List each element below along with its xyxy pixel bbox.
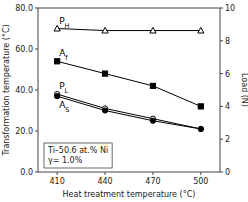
annotation-box — [44, 143, 112, 168]
point — [150, 83, 155, 88]
point — [198, 126, 203, 131]
annotation-text: γ= 1.0% — [48, 156, 83, 165]
y2-tick-label: 8 — [225, 37, 230, 46]
series-line — [57, 29, 201, 31]
x-tick — [200, 172, 201, 175]
annotation-text: Ti–50.6 at.% Ni — [47, 146, 108, 155]
point — [198, 27, 204, 33]
series-label-sub: H — [65, 22, 70, 30]
marks — [54, 25, 204, 131]
point — [150, 118, 155, 123]
series-labels: PH Af PL AS — [59, 16, 69, 115]
y-tick-label: 80.0 — [15, 4, 33, 13]
y-tick-label: 20.0 — [15, 127, 33, 136]
series-line — [57, 94, 201, 129]
point — [55, 59, 60, 64]
series-label: PH — [59, 16, 69, 30]
y2-tick-label: 6 — [225, 70, 230, 79]
x-tick — [57, 172, 58, 175]
x-axis-label: Heat treatment temperature (°C) — [63, 190, 196, 199]
annotation: Ti–50.6 at.% Niγ= 1.0% — [44, 143, 112, 168]
y-tick — [35, 131, 38, 132]
series-label: Af — [59, 48, 68, 62]
y-tick-label: 60.0 — [15, 45, 33, 54]
plot-frame — [38, 8, 220, 172]
x-tick-label: 500 — [193, 177, 208, 186]
point — [54, 25, 60, 31]
point — [102, 27, 108, 33]
y2-axis-label: Load (N) — [240, 73, 248, 107]
x-tick — [152, 172, 153, 175]
series-line — [57, 61, 201, 106]
chart: 410 440 470 500 0.0 20.0 40.0 60.0 80.0 0 2 4 6 8 10 He… — [0, 0, 248, 202]
series-label: PL — [59, 81, 68, 95]
y2-tick — [220, 139, 223, 140]
point — [198, 126, 203, 131]
y2-tick — [220, 40, 223, 41]
point — [198, 104, 203, 109]
y2-tick-label: 10 — [225, 4, 235, 13]
y-tick — [35, 49, 38, 50]
point — [102, 71, 107, 76]
series-line — [57, 96, 201, 129]
x-tick-label: 440 — [97, 177, 112, 186]
y2-tick — [220, 8, 223, 9]
y2-tick-label: 4 — [225, 102, 230, 111]
x-tick-label: 470 — [145, 177, 160, 186]
y-tick-label: 0.0 — [20, 168, 33, 177]
series-label-sub: L — [65, 87, 69, 95]
y-tick — [35, 8, 38, 9]
y-tick-label: 40.0 — [15, 86, 33, 95]
y2-tick — [220, 106, 223, 107]
point — [150, 27, 156, 33]
series-label: AS — [59, 100, 69, 114]
x-tick — [105, 172, 106, 175]
point — [55, 94, 60, 99]
series-label-sub: S — [65, 106, 69, 114]
y-tick — [35, 172, 38, 173]
x-tick-label: 410 — [50, 177, 65, 186]
y2-tick — [220, 172, 223, 173]
series-label-sub: f — [65, 54, 68, 62]
y2-tick — [220, 73, 223, 74]
y2-tick-label: 2 — [225, 135, 230, 144]
point — [102, 108, 107, 113]
y-axis-label: Transformation temperature (°C) — [2, 24, 11, 156]
y2-tick-label: 0 — [225, 168, 230, 177]
y-tick — [35, 90, 38, 91]
